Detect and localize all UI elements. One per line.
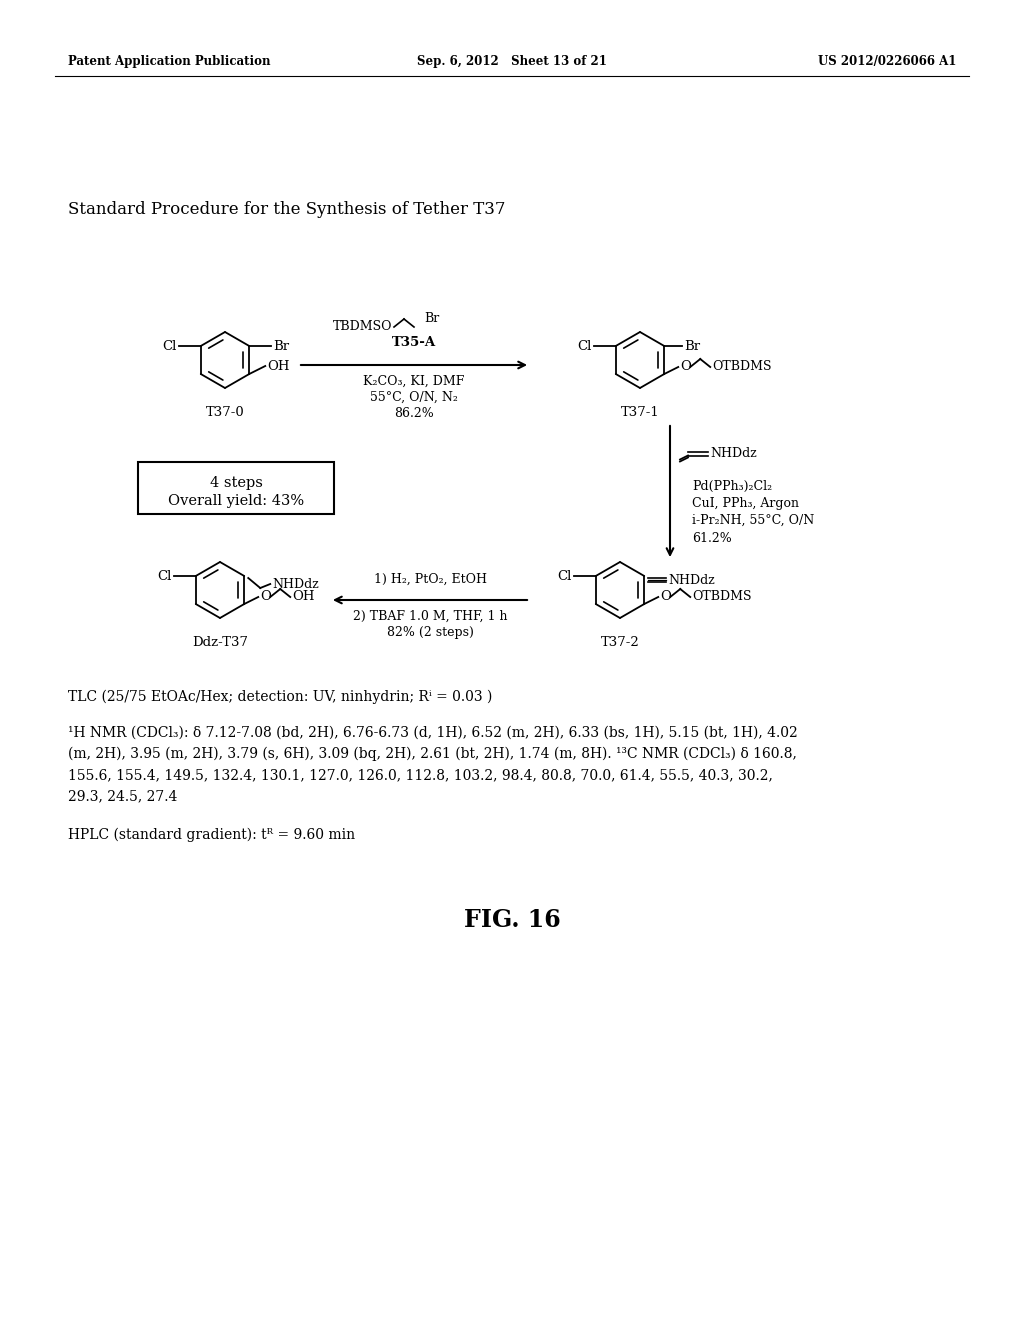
Text: T35-A: T35-A xyxy=(392,337,436,348)
Text: NHDdz: NHDdz xyxy=(669,573,715,586)
Text: Br: Br xyxy=(424,313,439,326)
Text: 86.2%: 86.2% xyxy=(394,407,434,420)
Text: 82% (2 steps): 82% (2 steps) xyxy=(387,626,473,639)
Text: CuI, PPh₃, Argon: CuI, PPh₃, Argon xyxy=(692,496,799,510)
Text: O: O xyxy=(260,590,271,603)
Text: K₂CO₃, KI, DMF: K₂CO₃, KI, DMF xyxy=(364,375,465,388)
Text: OTBDMS: OTBDMS xyxy=(713,360,772,374)
Text: 4 steps: 4 steps xyxy=(210,477,262,490)
Text: 29.3, 24.5, 27.4: 29.3, 24.5, 27.4 xyxy=(68,789,177,803)
Text: Cl: Cl xyxy=(158,569,172,582)
Text: TBDMSO: TBDMSO xyxy=(333,321,392,334)
Text: Br: Br xyxy=(273,339,290,352)
Text: Cl: Cl xyxy=(557,569,571,582)
Text: US 2012/0226066 A1: US 2012/0226066 A1 xyxy=(817,55,956,69)
Text: Overall yield: 43%: Overall yield: 43% xyxy=(168,494,304,508)
Text: i-Pr₂NH, 55°C, O/N: i-Pr₂NH, 55°C, O/N xyxy=(692,513,814,527)
Text: Standard Procedure for the Synthesis of Tether T37: Standard Procedure for the Synthesis of … xyxy=(68,202,506,219)
Text: Cl: Cl xyxy=(578,339,592,352)
Text: T37-2: T37-2 xyxy=(601,636,639,649)
Text: 1) H₂, PtO₂, EtOH: 1) H₂, PtO₂, EtOH xyxy=(374,573,486,586)
Text: OH: OH xyxy=(292,590,314,603)
Text: OH: OH xyxy=(267,359,290,372)
Text: Patent Application Publication: Patent Application Publication xyxy=(68,55,270,69)
Text: Sep. 6, 2012   Sheet 13 of 21: Sep. 6, 2012 Sheet 13 of 21 xyxy=(417,55,607,69)
Bar xyxy=(138,462,334,513)
Text: 2) TBAF 1.0 M, THF, 1 h: 2) TBAF 1.0 M, THF, 1 h xyxy=(352,610,507,623)
Text: NHDdz: NHDdz xyxy=(710,447,757,459)
Text: 155.6, 155.4, 149.5, 132.4, 130.1, 127.0, 126.0, 112.8, 103.2, 98.4, 80.8, 70.0,: 155.6, 155.4, 149.5, 132.4, 130.1, 127.0… xyxy=(68,768,773,781)
Text: Br: Br xyxy=(684,339,700,352)
Text: ¹H NMR (CDCl₃): δ 7.12-7.08 (bd, 2H), 6.76-6.73 (d, 1H), 6.52 (m, 2H), 6.33 (bs,: ¹H NMR (CDCl₃): δ 7.12-7.08 (bd, 2H), 6.… xyxy=(68,726,798,741)
Text: O: O xyxy=(660,590,671,603)
Text: Cl: Cl xyxy=(163,339,177,352)
Text: Pd(PPh₃)₂Cl₂: Pd(PPh₃)₂Cl₂ xyxy=(692,479,772,492)
Text: 61.2%: 61.2% xyxy=(692,532,732,544)
Text: HPLC (standard gradient): tᴿ = 9.60 min: HPLC (standard gradient): tᴿ = 9.60 min xyxy=(68,828,355,842)
Text: O: O xyxy=(680,360,691,374)
Text: T37-0: T37-0 xyxy=(206,407,245,418)
Text: Ddz-T37: Ddz-T37 xyxy=(193,636,248,649)
Text: OTBDMS: OTBDMS xyxy=(692,590,752,603)
Text: (m, 2H), 3.95 (m, 2H), 3.79 (s, 6H), 3.09 (bq, 2H), 2.61 (bt, 2H), 1.74 (m, 8H).: (m, 2H), 3.95 (m, 2H), 3.79 (s, 6H), 3.0… xyxy=(68,747,797,762)
Text: NHDdz: NHDdz xyxy=(272,578,319,590)
Text: 55°C, O/N, N₂: 55°C, O/N, N₂ xyxy=(370,391,458,404)
Text: TLC (25/75 EtOAc/Hex; detection: UV, ninhydrin; Rⁱ = 0.03 ): TLC (25/75 EtOAc/Hex; detection: UV, nin… xyxy=(68,690,493,705)
Text: T37-1: T37-1 xyxy=(621,407,659,418)
Text: FIG. 16: FIG. 16 xyxy=(464,908,560,932)
